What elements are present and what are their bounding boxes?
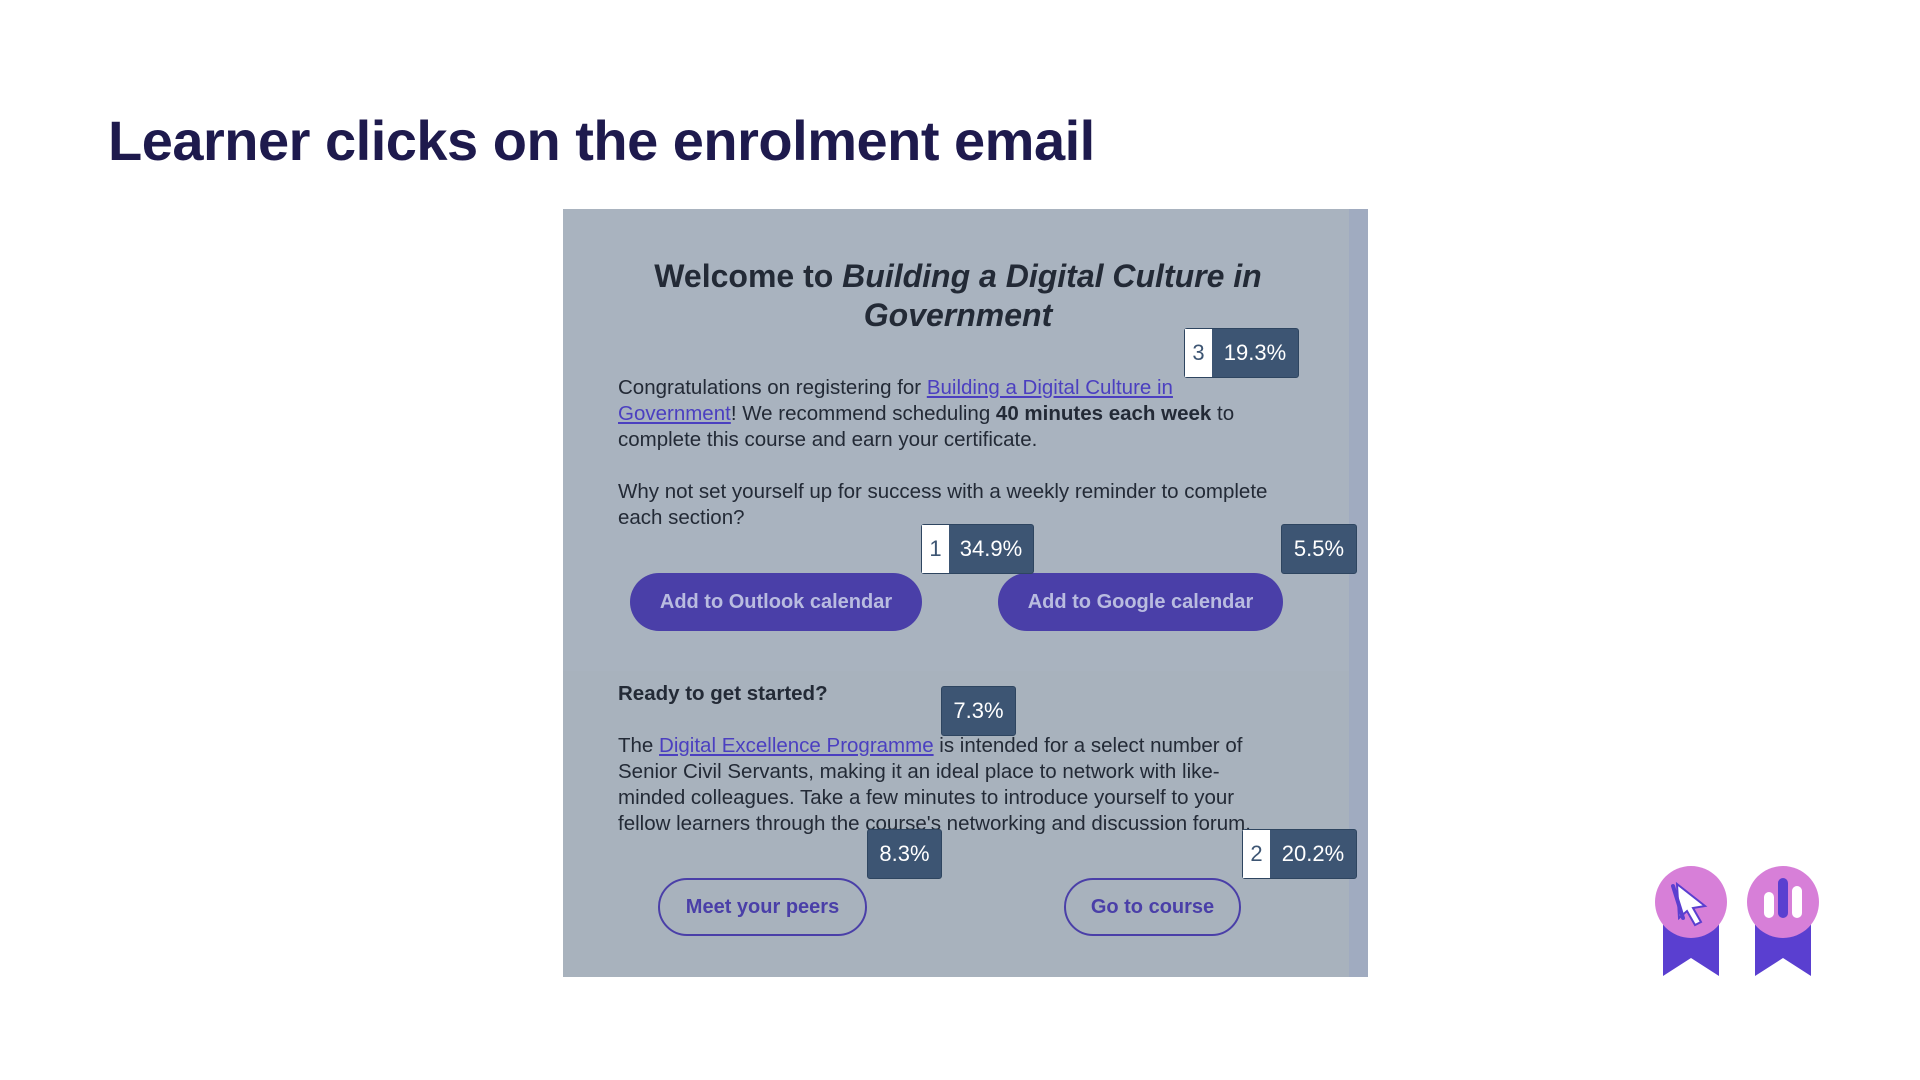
link[interactable]: Building a Digital Culture in Government bbox=[618, 376, 1173, 425]
rank: 2 bbox=[1243, 830, 1270, 878]
button[interactable]: Add to Outlook calendar bbox=[630, 573, 922, 631]
email-heading: Welcome to Building a Digital Culture in… bbox=[648, 257, 1268, 335]
click-rate: 5.5% bbox=[1293, 536, 1345, 561]
paragraph: The Digital Excellence Programme is inte… bbox=[618, 733, 1278, 837]
click-badge: 3 19.3% bbox=[1184, 328, 1299, 378]
text: The bbox=[618, 734, 660, 757]
text: ! We recommend scheduling bbox=[730, 402, 996, 425]
heading-course: Building a Digital Culture in Government bbox=[842, 258, 1262, 333]
logo-icons bbox=[1655, 866, 1819, 976]
text: Congratulations on registering for bbox=[618, 376, 927, 399]
click-rate: 7.3% bbox=[953, 698, 1004, 723]
scroll-strip bbox=[1349, 209, 1368, 977]
paragraph: Congratulations on registering for Build… bbox=[618, 375, 1278, 453]
click-badge: 7.3% bbox=[941, 686, 1016, 736]
button[interactable]: Meet your peers bbox=[658, 878, 867, 936]
rank: 1 bbox=[922, 525, 949, 573]
click-badge: 1 34.9% bbox=[921, 524, 1034, 574]
slide-title: Learner clicks on the enrolment email bbox=[108, 109, 1095, 172]
button[interactable]: Add to Google calendar bbox=[998, 573, 1283, 631]
subheading: Ready to get started? bbox=[618, 682, 828, 705]
click-rate: 20.2% bbox=[1281, 841, 1345, 866]
link[interactable]: Digital Excellence Programme bbox=[659, 734, 934, 757]
button[interactable]: Go to course bbox=[1064, 878, 1241, 936]
chart-icon bbox=[1747, 866, 1819, 976]
bold-text: 40 minutes each week bbox=[995, 402, 1212, 425]
click-rate: 34.9% bbox=[959, 536, 1023, 561]
click-badge: 2 20.2% bbox=[1242, 829, 1357, 879]
click-badge: 5.5% bbox=[1281, 524, 1357, 574]
heading-text: Welcome to bbox=[654, 258, 843, 294]
rank: 3 bbox=[1185, 329, 1212, 377]
cursor-icon bbox=[1655, 866, 1727, 976]
text: to complete this course and earn your ce… bbox=[618, 402, 1235, 451]
click-badge: 8.3% bbox=[867, 829, 942, 879]
text: is intended for a select number of Senio… bbox=[618, 734, 1251, 835]
click-rate: 19.3% bbox=[1223, 340, 1287, 365]
paragraph: Why not set yourself up for success with… bbox=[618, 480, 1268, 529]
click-rate: 8.3% bbox=[879, 841, 930, 866]
